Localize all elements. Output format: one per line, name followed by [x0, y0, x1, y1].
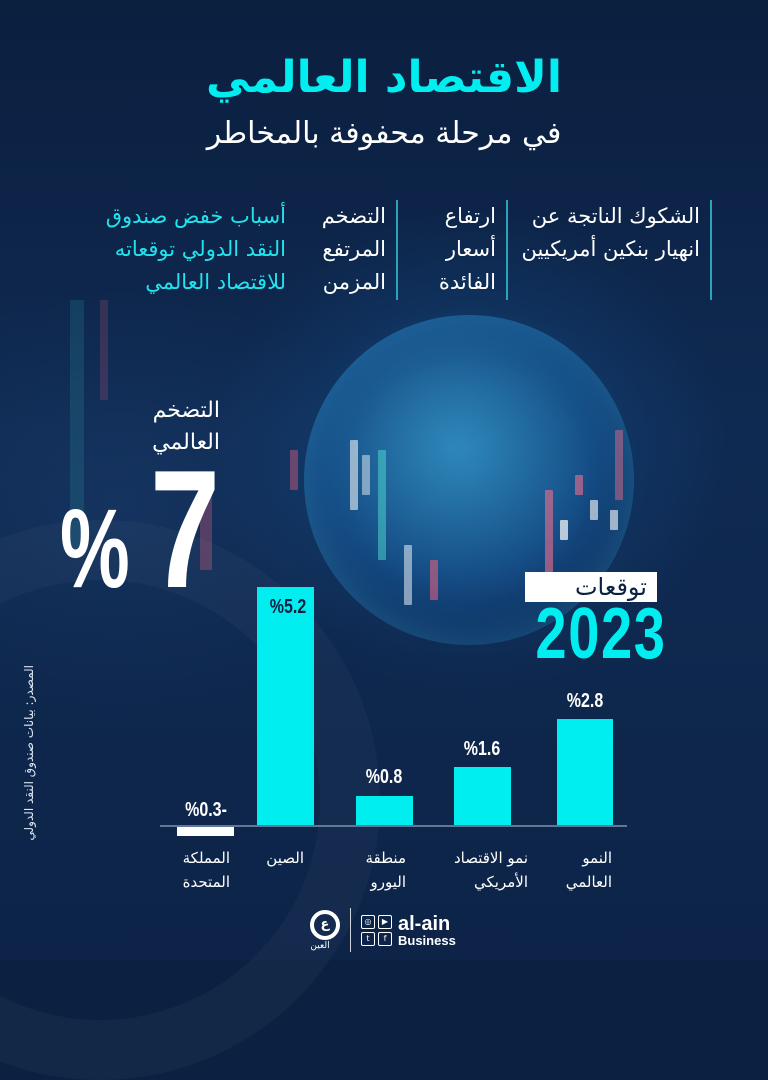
bar-euro-zone [356, 796, 413, 825]
category-us-economy: نمو الاقتصاد الأمريكي [453, 849, 528, 891]
category-euro-zone: منطقة اليورو [365, 849, 407, 891]
brand: al-ain Business [398, 914, 456, 947]
category-world-growth: النمو العالمي [565, 849, 612, 891]
footer-branding: ع العين ◎ ▶ t f al-ain Business [300, 908, 456, 952]
page-subtitle: في مرحلة محفوفة بالمخاطر [206, 116, 562, 151]
bar-value-world-growth: %2.8 [566, 690, 604, 712]
bar-uk [177, 827, 234, 836]
facebook-icon[interactable]: f [378, 931, 392, 946]
bar-value-uk: %0.3- [185, 799, 227, 821]
forecast-label: توقعات [525, 572, 657, 602]
reason-interest-rates: ارتفاع أسعار الفائدة [398, 200, 508, 300]
bar-world-growth [557, 719, 613, 825]
bar-value-us-economy: %1.6 [463, 738, 501, 760]
reason-inflation: التضخم المرتفع المزمن [286, 200, 398, 300]
al-ain-logo-icon: ع [310, 909, 340, 940]
inflation-value: % 7 [58, 445, 228, 613]
percent-sign: % [60, 486, 130, 611]
category-china: الصين [266, 849, 304, 867]
bar-value-euro-zone: %0.8 [365, 766, 403, 788]
page-title: الاقتصاد العالمي [206, 52, 562, 103]
al-ain-logo-text: العين [310, 940, 330, 951]
reason-bank-collapse: الشكوك الناتجة عن انهيار بنكين أمريكيين [508, 200, 712, 300]
instagram-icon[interactable]: ◎ [361, 914, 375, 929]
bar-value-china: %5.2 [269, 596, 307, 618]
footer-divider [350, 908, 351, 952]
inflation-number: 7 [150, 435, 221, 623]
x-axis-line [160, 825, 627, 827]
source-note: المصدر: بيانات صندوق النقد الدولي [22, 665, 36, 841]
brand-sub: Business [398, 932, 456, 948]
bar-china [257, 587, 314, 825]
inflation-label: التضخم العالمي [152, 398, 220, 455]
social-icons: ◎ ▶ t f [361, 914, 392, 946]
reasons-section: أسباب خفض صندوق النقد الدولي توقعاته للا… [50, 200, 722, 300]
twitter-icon[interactable]: t [361, 931, 375, 946]
reasons-heading: أسباب خفض صندوق النقد الدولي توقعاته للا… [105, 204, 286, 294]
bar-us-economy [454, 767, 511, 825]
category-uk: المملكة المتحدة [182, 849, 230, 891]
brand-name: al-ain [398, 912, 451, 935]
forecast-year: 2023 [535, 594, 667, 674]
al-ain-logo: ع العين [300, 909, 340, 951]
youtube-icon[interactable]: ▶ [378, 914, 392, 929]
